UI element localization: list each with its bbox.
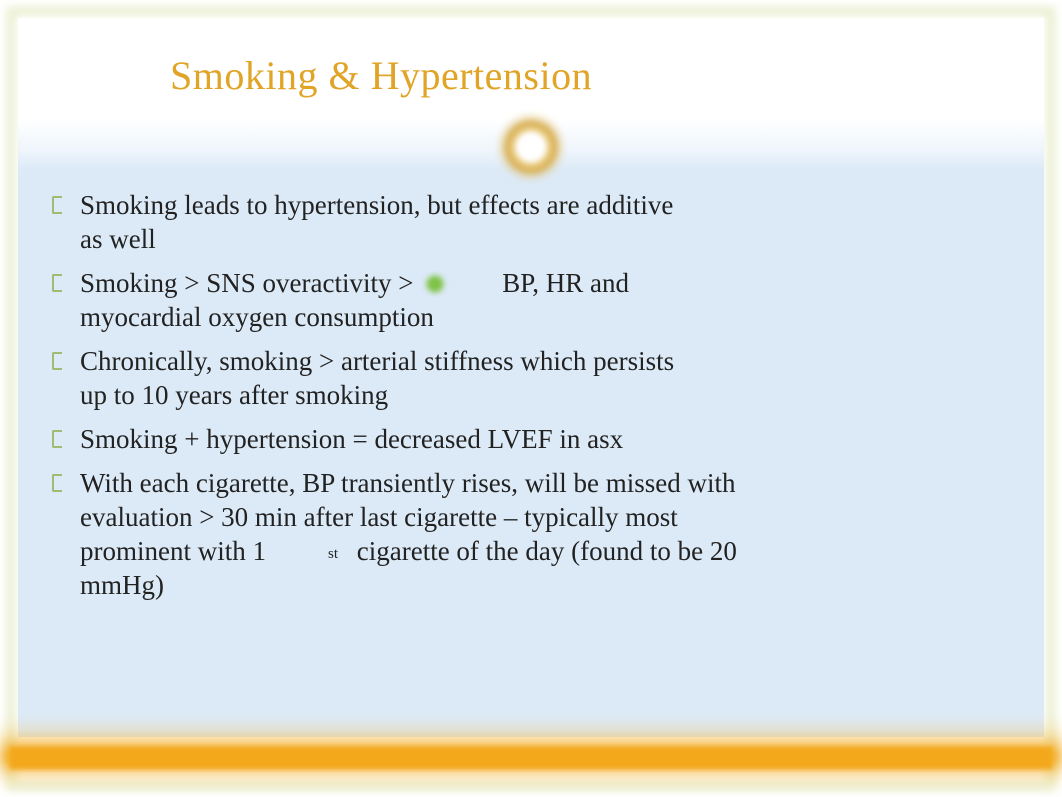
bullet-item: With each cigarette, BP transiently rise… [52,466,772,602]
bullet-item: Smoking > SNS overactivity > BP, HR and … [52,266,692,334]
bullet-text: Smoking leads to hypertension, but effec… [80,190,673,254]
bullet-text: Smoking + hypertension = decreased LVEF … [80,424,623,454]
bullet-text: Smoking > SNS overactivity > [80,268,413,298]
slide-title: Smoking & Hypertension [0,52,1062,99]
bullet-item: Smoking + hypertension = decreased LVEF … [52,422,692,456]
slide: Smoking & Hypertension Smoking leads to … [0,0,1062,797]
superscript: st [326,546,342,562]
bullet-text: Chronically, smoking > arterial stiffnes… [80,346,674,410]
bullet-list: Smoking leads to hypertension, but effec… [52,188,1002,612]
content-top-gradient [18,118,1044,170]
up-arrow-icon [424,273,446,295]
bullet-item: Chronically, smoking > arterial stiffnes… [52,344,692,412]
bottom-bar-core [10,747,1052,769]
bullet-item: Smoking leads to hypertension, but effec… [52,188,692,256]
